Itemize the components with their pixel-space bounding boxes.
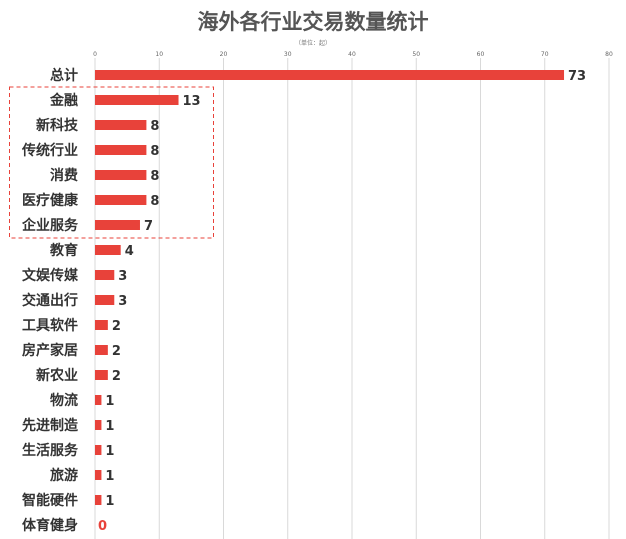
chart-title: 海外各行业交易数量统计 bbox=[197, 10, 429, 34]
category-label: 智能硬件 bbox=[21, 492, 78, 509]
category-label: 传统行业 bbox=[21, 142, 78, 159]
bar bbox=[95, 95, 179, 105]
bar bbox=[95, 295, 115, 305]
value-label: 1 bbox=[105, 444, 114, 459]
value-label: 2 bbox=[112, 369, 121, 384]
bar bbox=[95, 370, 108, 380]
bar bbox=[95, 320, 108, 330]
bar bbox=[95, 245, 121, 255]
value-label: 7 bbox=[144, 219, 153, 234]
bar bbox=[95, 470, 102, 480]
x-tick-label: 60 bbox=[477, 51, 485, 58]
value-label: 0 bbox=[98, 519, 107, 534]
category-label: 交通出行 bbox=[22, 292, 78, 309]
value-label: 1 bbox=[105, 394, 114, 409]
value-label: 2 bbox=[112, 344, 121, 359]
value-label: 8 bbox=[150, 169, 159, 184]
category-label: 生活服务 bbox=[22, 442, 79, 459]
value-label: 8 bbox=[150, 194, 159, 209]
category-label: 新科技 bbox=[36, 117, 79, 134]
x-tick-label: 20 bbox=[220, 51, 228, 58]
category-label: 房产家居 bbox=[22, 342, 78, 359]
bar bbox=[95, 495, 102, 505]
category-label: 工具软件 bbox=[22, 317, 78, 334]
category-label: 医疗健康 bbox=[22, 192, 79, 209]
value-label: 1 bbox=[105, 494, 114, 509]
value-label: 13 bbox=[183, 94, 201, 109]
x-tick-label: 0 bbox=[93, 51, 97, 58]
category-label: 教育 bbox=[50, 242, 78, 259]
category-label: 先进制造 bbox=[22, 417, 78, 434]
bar bbox=[95, 220, 140, 230]
category-label: 企业服务 bbox=[21, 217, 79, 234]
bar bbox=[95, 395, 102, 405]
highlight-box bbox=[9, 86, 214, 239]
x-tick-label: 70 bbox=[541, 51, 549, 58]
chart-unit-subtitle: （单位：起） bbox=[294, 40, 331, 47]
category-label: 总计 bbox=[50, 67, 78, 84]
x-tick-label: 80 bbox=[605, 51, 613, 58]
value-label: 2 bbox=[112, 319, 121, 334]
bar bbox=[95, 445, 102, 455]
bar bbox=[95, 145, 147, 155]
bar bbox=[95, 120, 147, 130]
category-label: 金融 bbox=[49, 92, 78, 109]
value-label: 73 bbox=[568, 69, 586, 84]
value-label: 4 bbox=[125, 244, 134, 259]
category-label: 新农业 bbox=[36, 367, 78, 384]
value-label: 8 bbox=[150, 119, 159, 134]
value-label: 1 bbox=[105, 469, 114, 484]
bar bbox=[95, 420, 102, 430]
x-tick-label: 40 bbox=[348, 51, 356, 58]
x-tick-label: 10 bbox=[155, 51, 163, 58]
bar bbox=[95, 270, 115, 280]
bar bbox=[95, 70, 565, 80]
category-label: 文娱传媒 bbox=[22, 267, 79, 284]
bar bbox=[95, 345, 108, 355]
value-label: 3 bbox=[118, 269, 127, 284]
value-label: 3 bbox=[118, 294, 127, 309]
bar bbox=[95, 170, 147, 180]
value-label: 1 bbox=[105, 419, 114, 434]
category-label: 物流 bbox=[50, 392, 78, 409]
category-label: 体育健身 bbox=[22, 517, 78, 534]
x-tick-label: 50 bbox=[412, 51, 420, 58]
bar bbox=[95, 195, 147, 205]
x-tick-label: 30 bbox=[284, 51, 292, 58]
value-label: 8 bbox=[150, 144, 159, 159]
category-label: 旅游 bbox=[50, 467, 78, 484]
category-label: 消费 bbox=[50, 167, 78, 184]
